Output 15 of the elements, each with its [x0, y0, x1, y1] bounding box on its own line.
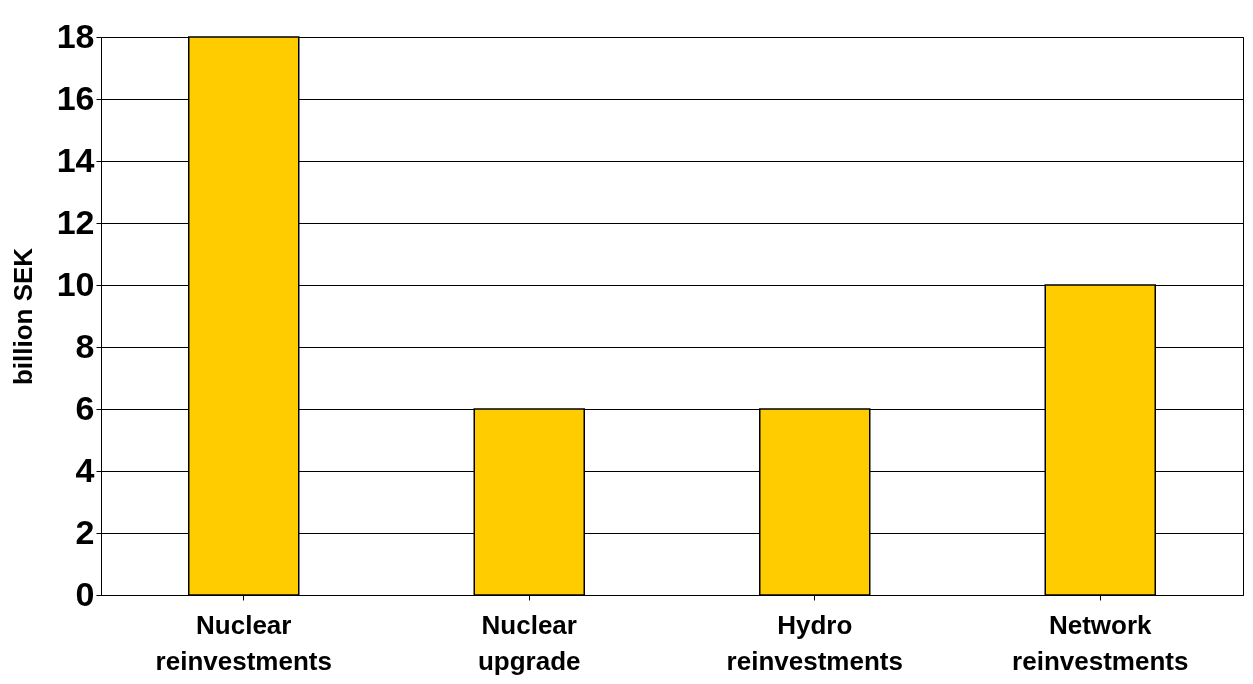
y-tick-label: 18: [56, 16, 95, 55]
x-tick-label: Hydro reinvestments: [726, 609, 903, 676]
y-tick-label: 14: [56, 140, 95, 179]
y-axis-title: billion SEK: [7, 247, 38, 386]
y-tick-label: 2: [75, 512, 95, 551]
y-tick-label: 6: [75, 388, 95, 427]
y-tick-label: 10: [56, 264, 95, 303]
x-tick-label: Nuclear upgrade: [477, 609, 581, 676]
y-tick-label: 0: [75, 574, 95, 613]
y-tick-label: 12: [56, 202, 95, 241]
y-tick-label: 16: [56, 78, 95, 117]
y-tick-label: 4: [75, 450, 95, 489]
x-tick-label: Network reinvestments: [1012, 609, 1189, 676]
y-tick-label: 8: [75, 326, 95, 365]
x-tick-label: Nuclear reinvestments: [155, 609, 332, 676]
